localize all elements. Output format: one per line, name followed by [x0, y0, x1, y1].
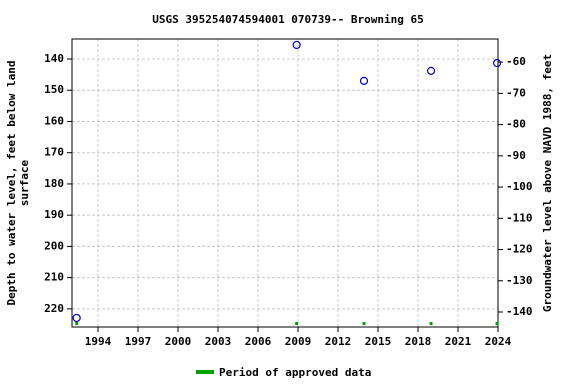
- x-tick-label: 1994: [85, 335, 112, 348]
- approved-marker: [429, 322, 433, 325]
- y2-tick-label: -90: [506, 149, 526, 162]
- y2-tick-label: -120: [506, 243, 533, 256]
- approved-marker: [495, 322, 499, 325]
- x-tick-label: 2003: [205, 335, 232, 348]
- approved-marker: [295, 322, 299, 325]
- y-tick-label: 220: [44, 302, 64, 315]
- y2-axis-label: Groundwater level above NAVD 1988, feet: [541, 54, 554, 312]
- y-tick-label: 140: [44, 52, 64, 65]
- x-tick-label: 2012: [325, 335, 352, 348]
- y-tick-label: 190: [44, 208, 64, 221]
- data-point: [426, 66, 436, 75]
- approved-marker: [362, 322, 366, 325]
- y2-tick-label: -70: [506, 86, 526, 99]
- approved-marker: [75, 322, 79, 325]
- data-point: [292, 40, 301, 50]
- legend-label: Period of approved data: [219, 366, 371, 379]
- y-tick-label: 210: [44, 271, 64, 284]
- y-tick-label: 200: [44, 239, 64, 252]
- data-point: [72, 313, 81, 323]
- x-tick-label: 1997: [125, 335, 152, 348]
- x-tick-label: 2000: [165, 335, 192, 348]
- y2-tick-label: -60: [506, 55, 526, 68]
- x-tick-label: 2006: [245, 335, 272, 348]
- y-tick-label: 160: [44, 114, 64, 127]
- x-tick-label: 2024: [485, 335, 512, 348]
- data-point: [492, 58, 502, 68]
- y-tick-label: 170: [44, 146, 64, 159]
- y2-tick-label: -130: [506, 274, 533, 287]
- x-tick-label: 2018: [405, 335, 432, 348]
- y2-tick-label: -140: [506, 305, 533, 318]
- y-axis-label: surface: [18, 159, 31, 206]
- x-tick-label: 2009: [285, 335, 312, 348]
- y-tick-label: 180: [44, 177, 64, 190]
- y2-tick-label: -80: [506, 118, 526, 131]
- x-tick-label: 2015: [365, 335, 392, 348]
- y-axis-label: Depth to water level, feet below land: [5, 60, 18, 305]
- plot-frame: [71, 38, 499, 328]
- y2-tick-label: -110: [506, 211, 533, 224]
- y-tick-label: 150: [44, 83, 64, 96]
- y2-tick-label: -100: [506, 180, 533, 193]
- x-tick-label: 2021: [445, 335, 472, 348]
- chart-title: USGS 395254074594001 070739-- Browning 6…: [152, 13, 424, 26]
- data-point: [359, 76, 369, 85]
